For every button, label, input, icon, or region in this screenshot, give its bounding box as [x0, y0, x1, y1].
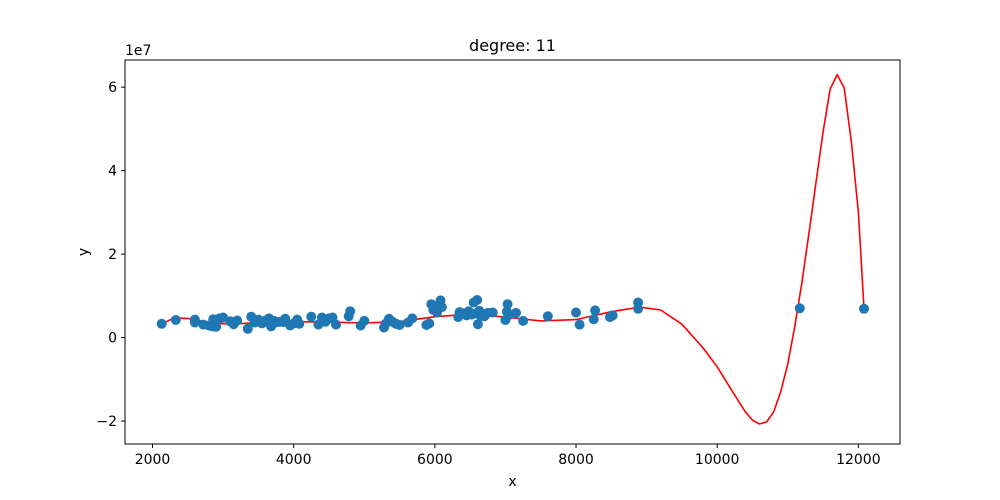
- y-tick-label: 2: [108, 247, 117, 263]
- data-point: [859, 303, 869, 314]
- y-tick-label: 0: [108, 331, 117, 347]
- x-axis: 2000 4000 6000 8000 10000 12000: [135, 444, 881, 468]
- data-point: [345, 306, 356, 317]
- axes-frame: [124, 59, 901, 445]
- data-point: [542, 311, 553, 322]
- data-point: [574, 319, 585, 330]
- data-point: [588, 314, 599, 325]
- data-point: [487, 307, 498, 318]
- data-point: [407, 313, 418, 324]
- data-point: [590, 305, 601, 316]
- data-point: [359, 315, 370, 326]
- data-point: [232, 315, 243, 326]
- chart-title: degree: 11: [469, 36, 556, 55]
- data-point: [242, 323, 253, 334]
- plot-area: [124, 59, 901, 445]
- x-tick-label: 10000: [695, 452, 740, 468]
- data-point: [794, 303, 805, 314]
- data-point: [156, 318, 167, 329]
- x-tick-label: 4000: [276, 452, 312, 468]
- data-point: [502, 299, 513, 310]
- data-point: [633, 297, 644, 308]
- data-point: [211, 321, 222, 332]
- x-tick-label: 12000: [836, 452, 881, 468]
- data-point: [306, 311, 317, 322]
- y-tick-label: 6: [108, 80, 117, 96]
- axes-background: [125, 60, 900, 444]
- data-point: [472, 295, 483, 305]
- data-point: [331, 319, 341, 330]
- x-tick-label: 8000: [558, 452, 594, 468]
- y-axis-multiplier: 1e7: [125, 43, 151, 59]
- data-point: [518, 315, 529, 326]
- y-tick-label: −2: [96, 414, 117, 430]
- data-point: [571, 307, 581, 318]
- data-point: [170, 315, 181, 325]
- data-point: [472, 319, 483, 330]
- data-point: [394, 320, 405, 330]
- y-tick-label: 4: [108, 164, 117, 180]
- y-axis-label: y: [76, 248, 92, 256]
- x-tick-label: 2000: [135, 452, 171, 468]
- y-axis: −2 0 2 4 6: [96, 80, 125, 430]
- data-point: [294, 318, 305, 329]
- data-point: [607, 310, 618, 321]
- data-point: [424, 318, 435, 329]
- scatter-points-layer: [156, 295, 869, 334]
- data-point: [189, 314, 200, 325]
- data-point: [511, 307, 521, 318]
- x-axis-label: x: [508, 474, 516, 490]
- data-point: [436, 302, 447, 313]
- x-tick-label: 6000: [417, 452, 453, 468]
